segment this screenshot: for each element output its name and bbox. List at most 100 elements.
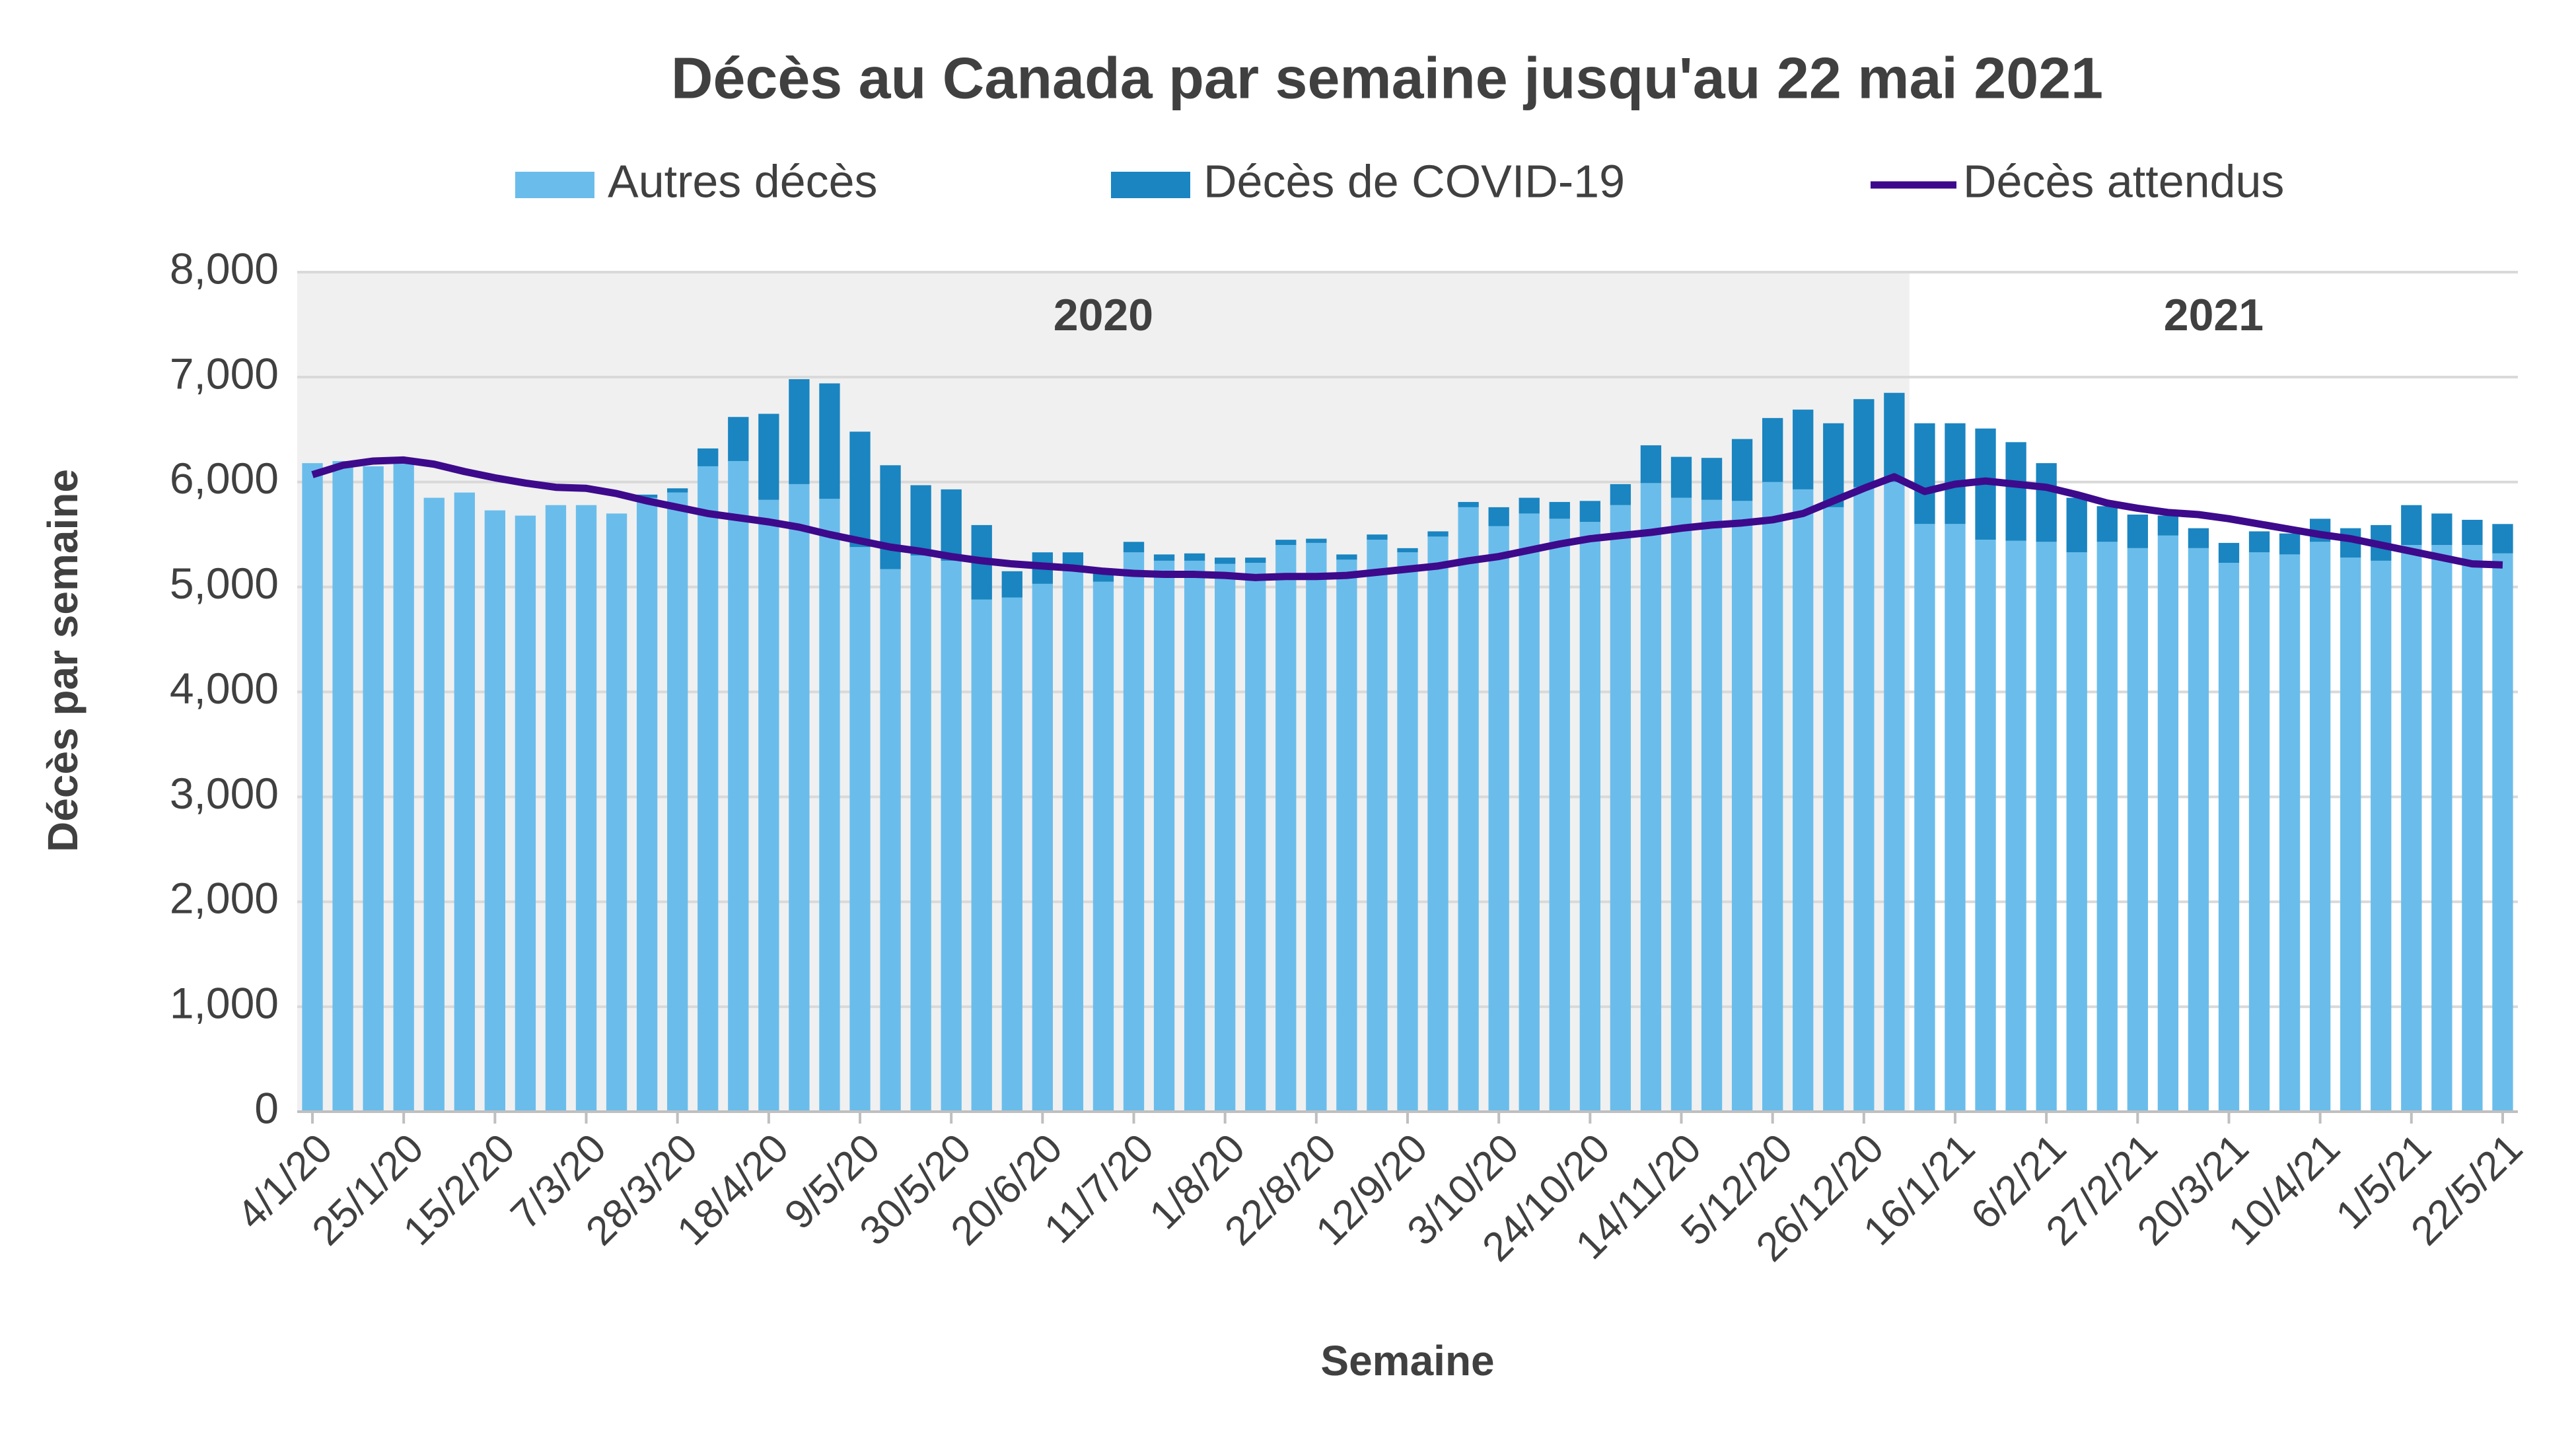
- bar: [1306, 542, 1327, 1112]
- chart-title: Décès au Canada par semaine jusqu'au 22 …: [671, 45, 2103, 110]
- bar: [1975, 540, 1996, 1112]
- bar: [2401, 545, 2422, 1112]
- legend-label: Autres décès: [608, 155, 878, 207]
- bar: [1579, 501, 1600, 522]
- y-tick-label: 0: [254, 1083, 279, 1132]
- bar: [1610, 505, 1631, 1112]
- bar: [423, 497, 445, 1112]
- bar: [1123, 542, 1145, 553]
- bar: [1701, 499, 1723, 1112]
- y-tick-label: 3,000: [170, 769, 279, 818]
- bar: [667, 492, 688, 1112]
- bar: [849, 431, 871, 548]
- bar: [789, 484, 810, 1112]
- bar: [2127, 515, 2148, 548]
- bar: [1215, 563, 1236, 1112]
- bar: [2431, 545, 2452, 1112]
- bar: [880, 465, 901, 569]
- bar: [1640, 483, 1662, 1112]
- bar: [636, 494, 658, 498]
- bar: [606, 513, 627, 1112]
- bar: [1853, 487, 1875, 1112]
- bar: [1762, 417, 1783, 482]
- bar: [1427, 531, 1449, 537]
- bar: [2157, 515, 2179, 536]
- bar: [1153, 554, 1175, 561]
- bar: [1519, 513, 1540, 1112]
- bar: [575, 505, 597, 1112]
- bar: [758, 413, 779, 500]
- bar: [1519, 497, 1540, 514]
- y-tick-label: 4,000: [170, 664, 279, 713]
- bar: [789, 379, 810, 484]
- bar: [1731, 439, 1753, 501]
- bar: [698, 448, 719, 466]
- bar: [941, 489, 962, 561]
- bar: [1853, 399, 1875, 487]
- bar: [2066, 497, 2087, 553]
- bar: [1670, 497, 1692, 1112]
- bar: [1488, 507, 1509, 526]
- bar: [1427, 536, 1449, 1112]
- bar: [941, 560, 962, 1112]
- bar: [2036, 463, 2057, 542]
- bar: [2279, 533, 2301, 555]
- bar: [332, 460, 353, 1112]
- bar: [2005, 540, 2026, 1112]
- bar: [484, 510, 506, 1112]
- bar: [2066, 552, 2087, 1112]
- bar: [1306, 538, 1327, 543]
- bar: [1823, 507, 1844, 1112]
- bar: [1884, 482, 1905, 1112]
- bar: [1945, 524, 1966, 1112]
- y-tick-label: 8,000: [170, 244, 279, 293]
- bar: [1793, 489, 1814, 1112]
- bar: [1245, 563, 1266, 1112]
- bar: [1458, 507, 1479, 1112]
- bar: [910, 485, 931, 556]
- bar: [1336, 554, 1357, 560]
- bar: [2431, 513, 2452, 546]
- bar: [636, 497, 658, 1112]
- bar: [2401, 505, 2422, 546]
- bar: [2036, 542, 2057, 1112]
- bar: [1123, 552, 1145, 1112]
- bar: [2492, 553, 2513, 1112]
- y-tick-label: 1,000: [170, 979, 279, 1028]
- bar: [667, 488, 688, 493]
- bar: [1914, 524, 1935, 1112]
- bar: [1367, 540, 1388, 1112]
- bar: [1367, 534, 1388, 540]
- bar: [1884, 392, 1905, 482]
- bar: [819, 383, 840, 499]
- bar: [1640, 445, 1662, 484]
- bar: [2248, 552, 2270, 1112]
- bar: [1945, 423, 1966, 524]
- bar: [2005, 442, 2026, 541]
- y-tick-label: 5,000: [170, 559, 279, 608]
- bar: [454, 492, 475, 1112]
- bar: [698, 466, 719, 1112]
- year-label: 2021: [2164, 290, 2264, 340]
- bar: [1245, 557, 1266, 563]
- y-tick-label: 6,000: [170, 454, 279, 503]
- bar: [393, 463, 414, 1112]
- bar: [728, 417, 749, 461]
- bar: [1549, 501, 1570, 519]
- bar: [1184, 560, 1205, 1112]
- bar: [2340, 557, 2361, 1112]
- bar: [1823, 423, 1844, 507]
- bar: [2371, 560, 2392, 1112]
- bar: [1458, 501, 1479, 507]
- bar: [2188, 528, 2209, 548]
- bar: [1397, 552, 1418, 1112]
- bar: [819, 499, 840, 1112]
- bar: [1701, 458, 1723, 500]
- bar: [1549, 519, 1570, 1112]
- bar: [515, 515, 536, 1112]
- y-tick-label: 7,000: [170, 349, 279, 398]
- bar: [1215, 557, 1236, 564]
- bar: [2462, 545, 2483, 1112]
- bar: [1731, 501, 1753, 1112]
